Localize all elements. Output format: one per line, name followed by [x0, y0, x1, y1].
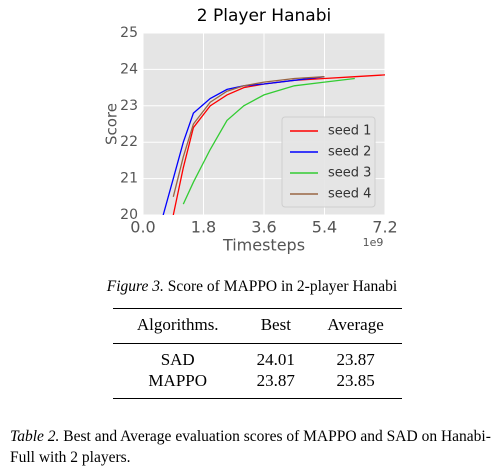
y-tick-label: 23 [120, 98, 138, 114]
y-tick-label: 21 [120, 171, 138, 187]
cell: 23.87 [256, 371, 295, 390]
legend-box [281, 116, 376, 208]
cell: 24.01 [256, 350, 295, 369]
header-cell: Average [327, 315, 384, 334]
x-tick-label: 1.8 [191, 218, 216, 237]
series-line [182, 77, 355, 205]
x-tick-label: 0.0 [130, 218, 155, 237]
x-tick-label: 7.2 [372, 218, 397, 237]
legend-label: seed 3 [328, 166, 371, 181]
x-tick-label: 5.4 [312, 218, 337, 237]
chart-title: 2 Player Hanabi [197, 6, 331, 26]
header-row: Algorithms. Best Average [113, 309, 402, 344]
cell: SAD [160, 350, 195, 369]
x-offset-label: 1e9 [363, 236, 384, 249]
y-tick-label: 22 [120, 134, 138, 150]
y-tick-label: 24 [120, 61, 138, 77]
figure-caption: Figure 3. Score of MAPPO in 2-player Han… [0, 278, 504, 296]
caption-label: Table 2. [10, 428, 60, 445]
caption-text: Score of MAPPO in 2-player Hanabi [167, 278, 398, 295]
cell: MAPPO [148, 371, 208, 390]
legend-label: seed 4 [328, 187, 371, 202]
table-caption: Table 2. Best and Average evaluation sco… [10, 426, 500, 468]
series-line [162, 76, 325, 215]
series-line [172, 74, 385, 215]
caption-label: Figure 3. [106, 278, 164, 295]
y-tick-label: 20 [120, 207, 138, 223]
table-row: MAPPO 23.87 23.85 [113, 370, 402, 399]
header-cell: Algorithms. [136, 315, 219, 334]
chart: 2 Player Hanabi Timesteps Score 1e9 20 21… [103, 6, 398, 255]
legend-label: seed 2 [328, 145, 371, 160]
x-tick-label: 3.6 [251, 218, 276, 237]
cell: 23.85 [336, 371, 375, 390]
caption-text: Best and Average evaluation scores of MA… [10, 428, 491, 466]
legend-label: seed 1 [328, 124, 371, 139]
y-axis-label: Score [103, 103, 121, 145]
header-cell: Best [260, 315, 291, 334]
x-axis-label: Timesteps [222, 236, 305, 255]
y-tick-label: 25 [120, 25, 138, 41]
table-row: SAD 24.01 23.87 [113, 344, 402, 371]
series-line [172, 76, 325, 197]
results-table: Algorithms. Best Average SAD 24.01 23.87… [113, 308, 402, 399]
cell: 23.87 [336, 350, 375, 369]
